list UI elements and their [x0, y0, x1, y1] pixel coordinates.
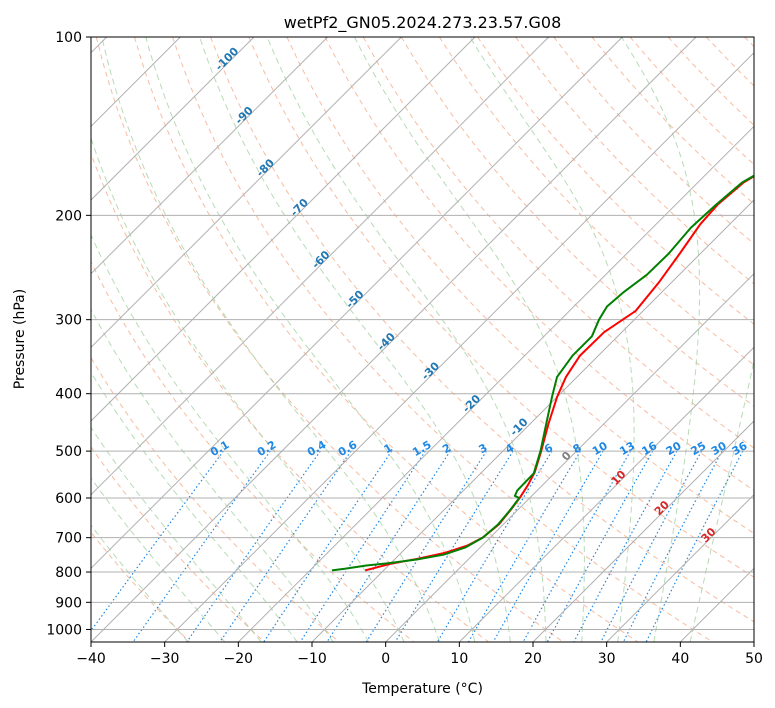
mixing-ratio-line: [299, 450, 426, 642]
plot-frame: [90, 36, 755, 643]
x-axis-label: Temperature (°C): [361, 681, 483, 697]
x-tick-label: 20: [524, 651, 542, 667]
isotherm-line: [91, 37, 255, 201]
isotherm-line: [532, 420, 754, 642]
moist-adiabat-line: [91, 371, 298, 642]
y-tick-label: 100: [55, 30, 82, 46]
dry-adiabat-line: [438, 37, 754, 366]
y-tick-label: 900: [55, 595, 82, 611]
isotherm-line: [91, 37, 329, 275]
x-tick-label: 10: [450, 651, 468, 667]
x-tick-label: −40: [76, 651, 106, 667]
moist-adiabat-line: [91, 308, 334, 642]
isotherm-line: [606, 493, 754, 642]
sounding-profiles: [331, 174, 754, 572]
dry-adiabat-line: [133, 37, 639, 642]
x-tick-label: 0: [381, 651, 390, 667]
mixing-ratio-line: [263, 450, 393, 642]
isotherm-line: [91, 37, 550, 496]
moist-adiabat-line: [91, 136, 405, 642]
isotherm-line: [91, 37, 476, 422]
moist-adiabat-line: [354, 37, 585, 642]
dry-adiabat-line: [400, 37, 754, 407]
mixing-ratio-line: [645, 450, 744, 642]
y-tick-label: 500: [55, 444, 82, 460]
y-tick-label: 600: [55, 491, 82, 507]
x-tick-label: 40: [671, 651, 689, 667]
dry-adiabat-line: [362, 37, 754, 449]
dry-adiabat-line: [248, 37, 754, 578]
mixing-ratio-line: [219, 450, 352, 642]
x-tick-label: −30: [150, 651, 180, 667]
grid-lines: [91, 37, 754, 642]
dry-adiabat-line: [91, 446, 265, 642]
moist-adiabat-line: [621, 37, 701, 642]
moist-adiabat-line: [266, 37, 547, 642]
moist-adiabat-line: [91, 524, 189, 642]
mixing-ratio-line: [622, 450, 723, 642]
x-axis: −40 −30 −20 −10 0 10 20 30 40 50: [76, 642, 763, 667]
dry-adiabat-line: [210, 37, 754, 623]
y-tick-label: 700: [55, 531, 82, 547]
x-tick-label: 50: [745, 651, 763, 667]
mixing-ratio-line: [522, 450, 632, 642]
dewpoint-profile-line: [331, 174, 754, 572]
isotherm-line: [91, 37, 402, 349]
y-axis-label: Pressure (hPa): [12, 289, 28, 389]
plot-area: [91, 37, 754, 642]
x-tick-label: −10: [297, 651, 327, 667]
mixing-ratio-line: [573, 450, 678, 642]
isotherm-line: [385, 272, 754, 642]
moist-adiabat-line: [91, 426, 262, 642]
x-tick-label: 30: [598, 651, 616, 667]
mixing-ratio-line: [546, 450, 654, 642]
moist-adiabat-line: [145, 37, 476, 642]
isotherm-line: [164, 51, 754, 642]
mixing-ratio-line: [492, 450, 604, 642]
isotherm-line: [91, 37, 623, 570]
moist-adiabat-line: [689, 358, 754, 642]
y-tick-label: 300: [55, 313, 82, 329]
mixing-ratio-line: [600, 450, 703, 642]
isotherm-line: [91, 37, 697, 642]
moist-adiabat-line: [101, 37, 440, 642]
y-tick-label: 200: [55, 208, 82, 224]
dry-adiabat-line: [95, 37, 564, 642]
background-lines: [91, 37, 754, 642]
mixing-ratio-line: [91, 450, 224, 632]
dry-adiabat-line: [91, 152, 489, 642]
isotherm-line: [311, 199, 754, 642]
y-axis: 100 200 300 400 500 600 700 800 900 1000: [46, 30, 91, 638]
moist-adiabat-line: [199, 37, 511, 642]
x-tick-label: −20: [224, 651, 254, 667]
y-tick-label: 1000: [46, 622, 82, 638]
y-tick-label: 800: [55, 565, 82, 581]
mixing-ratio-line: [186, 450, 321, 642]
dry-adiabat-line: [324, 37, 754, 491]
moist-adiabat-line: [91, 477, 226, 642]
isotherm-line: [237, 125, 754, 642]
chart-title: wetPf2_GN05.2024.273.23.57.G08: [284, 13, 562, 33]
moist-adiabat-line: [91, 233, 370, 642]
isotherm-line: [458, 346, 754, 642]
y-tick-label: 400: [55, 387, 82, 403]
